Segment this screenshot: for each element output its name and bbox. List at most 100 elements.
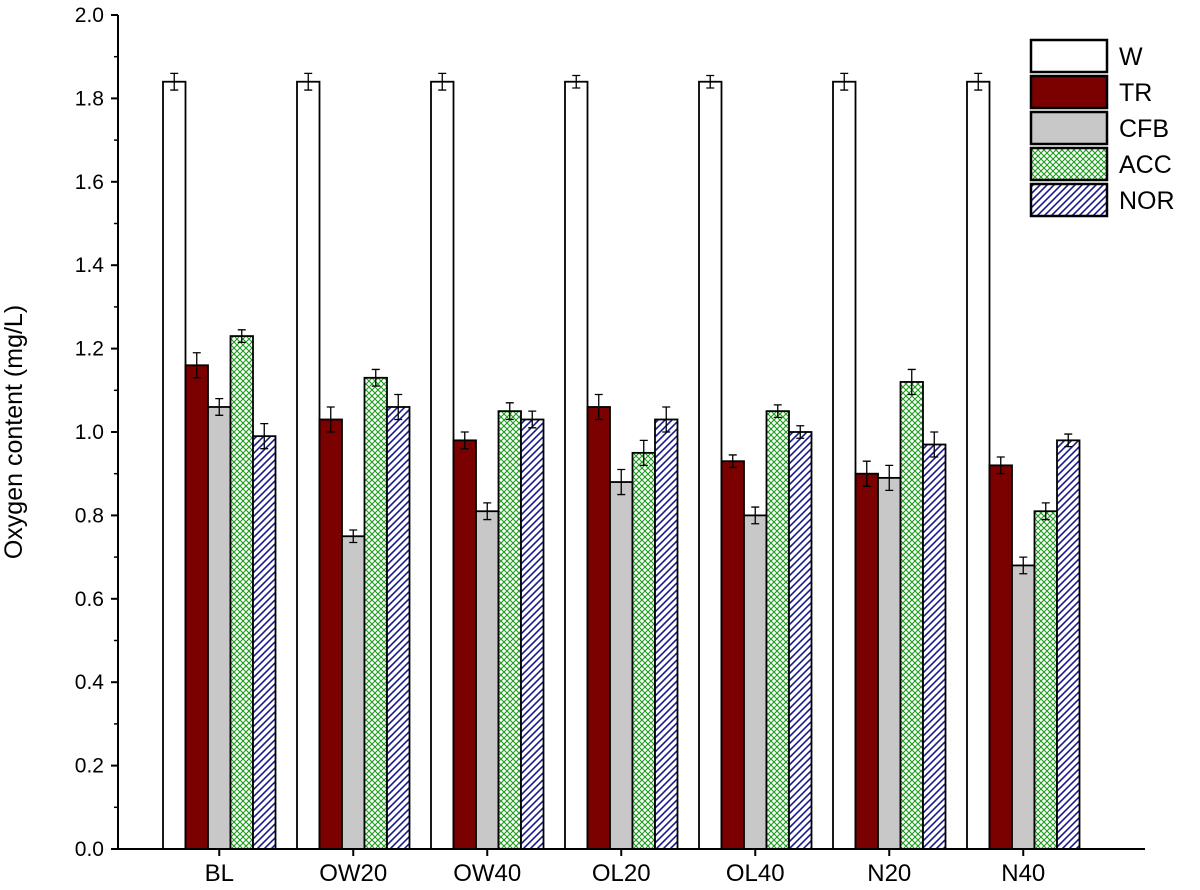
y-ticks: 0.0 0.2 0.4 0.6 0.8 1.0 1.2 1.4 1.6 1.8 2.0 <box>75 4 118 861</box>
error-bar-cfb-ol20 <box>617 468 626 496</box>
bar-w-n40 <box>966 80 991 850</box>
error-bar-tr-ow40 <box>460 431 469 450</box>
error-bar-w-bl <box>170 72 179 91</box>
bar-w-bl <box>162 80 187 850</box>
error-bar-w-ol20 <box>572 74 581 89</box>
legend-swatch-w <box>1029 38 1109 74</box>
error-bar-tr-n40 <box>996 456 1005 475</box>
legend-swatch-acc <box>1029 146 1109 182</box>
bar-tr-ow40 <box>452 439 477 850</box>
bar-nor-n40 <box>1056 439 1081 850</box>
error-bar-w-n40 <box>974 72 983 91</box>
y-tick-label: 1.0 <box>75 421 104 444</box>
error-bar-acc-ow40 <box>505 402 514 421</box>
bar-nor-n20 <box>922 443 947 850</box>
error-bar-cfb-ow20 <box>349 529 358 544</box>
legend-swatch-nor <box>1029 182 1109 218</box>
error-bar-nor-ol40 <box>796 425 805 439</box>
bar-tr-ol40 <box>720 460 745 850</box>
bar-cfb-ol20 <box>609 481 634 850</box>
error-bar-cfb-ow40 <box>483 502 492 521</box>
error-bar-acc-ol20 <box>639 439 648 467</box>
bar-acc-ol20 <box>631 451 656 850</box>
error-bar-acc-ol40 <box>773 404 782 419</box>
y-tick-label: 2.0 <box>75 4 104 27</box>
y-tick-label: 1.2 <box>75 338 104 361</box>
y-axis-label: Oxygen content (mg/L) <box>0 305 28 559</box>
x-tick-label: N40 <box>1001 860 1045 887</box>
error-bar-nor-ow40 <box>528 410 537 429</box>
y-tick-label: 0.4 <box>75 671 105 694</box>
error-bar-nor-n20 <box>930 431 939 458</box>
bar-cfb-n40 <box>1011 564 1036 850</box>
legend-swatch-tr <box>1029 74 1109 110</box>
bar-w-ow20 <box>296 80 321 850</box>
bar-tr-n40 <box>988 464 1013 850</box>
x-tick-label: OL20 <box>592 860 651 887</box>
error-bar-cfb-bl <box>215 397 224 416</box>
bar-cfb-bl <box>207 406 232 850</box>
error-bar-acc-bl <box>237 329 246 343</box>
bar-nor-ol20 <box>654 418 679 850</box>
bar-nor-bl <box>252 435 277 850</box>
bar-acc-n40 <box>1033 510 1058 850</box>
bar-w-ol40 <box>698 80 723 850</box>
error-bar-tr-n20 <box>862 460 871 487</box>
bar-w-n20 <box>832 80 857 850</box>
error-bar-nor-ol20 <box>662 406 671 433</box>
bars-layer <box>162 72 1081 850</box>
y-tick-label: 0.6 <box>75 588 104 611</box>
x-tick-label: BL <box>205 860 234 887</box>
legend: W TR CFB ACC NOR <box>1029 38 1175 218</box>
bar-cfb-ol40 <box>743 514 768 850</box>
y-tick-label: 0.2 <box>75 755 104 778</box>
error-bar-w-ow40 <box>438 72 447 91</box>
bar-w-ow40 <box>430 80 455 850</box>
error-bar-tr-ow20 <box>326 406 335 433</box>
bar-cfb-ow40 <box>475 510 500 850</box>
bar-nor-ol40 <box>788 431 813 850</box>
error-bar-nor-ow20 <box>394 393 403 421</box>
error-bar-tr-ol20 <box>594 393 603 421</box>
error-bar-acc-n40 <box>1041 502 1050 521</box>
x-tick-label: OL40 <box>726 860 785 887</box>
x-tick-label: OW40 <box>453 860 521 887</box>
y-tick-label: 1.4 <box>75 254 105 277</box>
error-bar-tr-bl <box>192 352 201 379</box>
error-bar-acc-ow20 <box>371 368 380 387</box>
legend-label-nor: NOR <box>1119 187 1175 215</box>
error-bar-w-ol40 <box>706 74 715 89</box>
bar-acc-bl <box>229 335 254 850</box>
legend-label-tr: TR <box>1119 79 1152 107</box>
bar-tr-ow20 <box>318 418 343 850</box>
bar-acc-ol40 <box>765 410 790 850</box>
y-tick-label: 1.6 <box>75 171 104 194</box>
legend-label-cfb: CFB <box>1119 115 1169 143</box>
bar-nor-ow40 <box>520 418 545 850</box>
error-bar-tr-ol40 <box>728 454 737 469</box>
bar-w-ol20 <box>564 80 589 850</box>
x-tick-label: OW20 <box>319 860 387 887</box>
x-ticks: BL OW20 OW40 OL20 OL40 N20 N40 <box>205 849 1045 887</box>
bar-acc-ow20 <box>363 376 388 850</box>
error-bar-cfb-ol40 <box>751 506 760 525</box>
error-bar-w-n20 <box>840 72 849 91</box>
error-bar-cfb-n20 <box>885 464 894 492</box>
y-tick-label: 0.0 <box>75 838 104 861</box>
bar-tr-bl <box>184 364 209 850</box>
error-bar-w-ow20 <box>304 72 313 91</box>
legend-label-w: W <box>1119 43 1143 71</box>
error-bar-nor-bl <box>260 423 269 450</box>
error-bar-acc-n20 <box>907 368 916 396</box>
legend-swatch-cfb <box>1029 110 1109 146</box>
bar-acc-n20 <box>899 381 924 850</box>
bar-nor-ow20 <box>386 406 411 850</box>
bar-tr-ol20 <box>586 406 611 850</box>
x-tick-label: N20 <box>867 860 911 887</box>
legend-label-acc: ACC <box>1119 151 1172 179</box>
y-tick-label: 0.8 <box>75 504 104 527</box>
y-tick-label: 1.8 <box>75 87 104 110</box>
bar-cfb-n20 <box>877 476 902 850</box>
error-bar-cfb-n40 <box>1019 556 1028 575</box>
